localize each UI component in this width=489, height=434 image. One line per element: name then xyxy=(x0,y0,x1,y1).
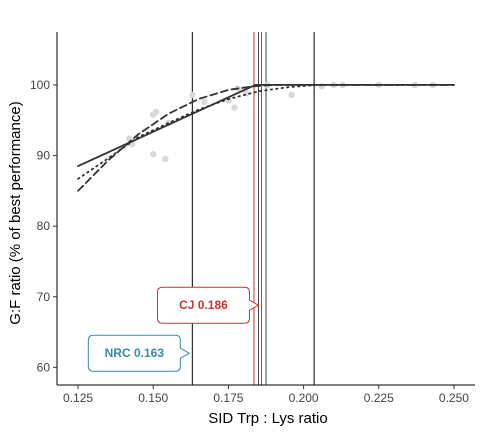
data-point-5 xyxy=(162,155,169,163)
callouts: CJ 0.186 NRC 0.163 xyxy=(87,286,260,372)
y-tick-label-3: 90 xyxy=(37,149,51,163)
x-tick-label-0: 0.125 xyxy=(63,391,93,405)
fit-line-dashed xyxy=(77,84,455,192)
x-tick-label-3: 0.200 xyxy=(289,391,319,405)
data-point-15 xyxy=(288,91,295,99)
data-point-10 xyxy=(231,104,238,111)
data-point-4 xyxy=(153,108,160,115)
y-tick-label-0: 60 xyxy=(37,360,51,374)
callout-box-0 xyxy=(156,286,260,324)
data-point-2 xyxy=(150,150,157,158)
callout-label-1: NRC 0.163 xyxy=(105,346,165,360)
x-tick-label-5: 0.250 xyxy=(439,391,469,405)
y-axis-title: G:F ratio (% of best performance) xyxy=(7,101,24,324)
x-tick-label-4: 0.225 xyxy=(364,391,394,405)
fit-lines xyxy=(77,84,455,192)
x-tick-label-1: 0.150 xyxy=(138,391,168,405)
callout-box-1 xyxy=(87,334,191,372)
axes: 0.125 0.150 0.175 0.200 0.225 0.250 60 70 80 90 10… xyxy=(30,32,475,405)
fit-line-dotted xyxy=(77,84,455,180)
data-point-8 xyxy=(201,98,208,106)
y-tick-label-4: 100 xyxy=(30,78,50,92)
y-tick-label-2: 80 xyxy=(37,219,51,233)
x-axis-title: SID Trp : Lys ratio xyxy=(208,410,327,427)
callout-label-0: CJ 0.186 xyxy=(179,298,228,312)
y-tick-label-1: 70 xyxy=(37,290,51,304)
x-tick-label-2: 0.175 xyxy=(213,391,243,405)
data-point-7 xyxy=(189,91,196,99)
